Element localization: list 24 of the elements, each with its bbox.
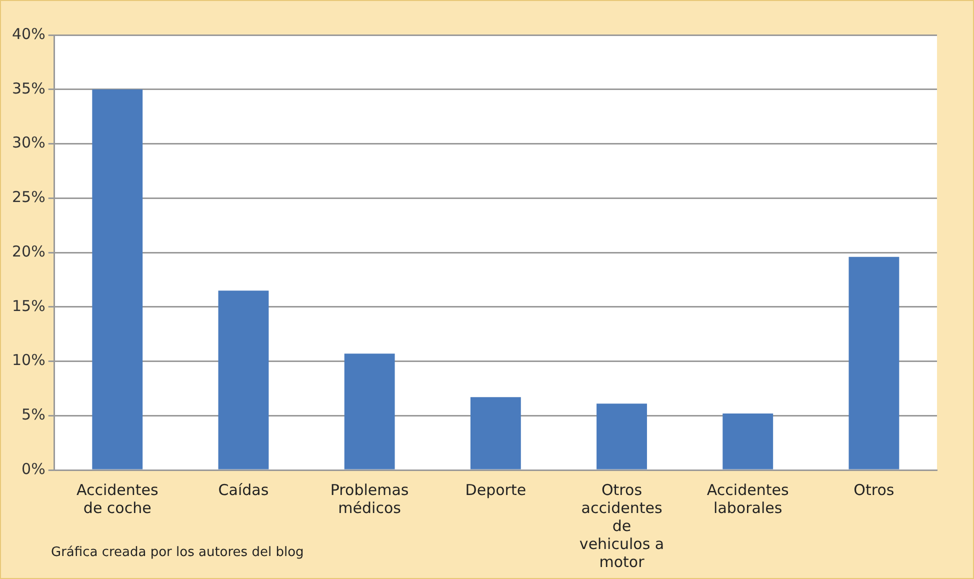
bar xyxy=(218,290,269,470)
y-tick-label: 10% xyxy=(12,351,46,370)
y-tick-label: 40% xyxy=(12,24,46,43)
x-tick-label: Accidentes de coche xyxy=(76,480,158,517)
bar xyxy=(596,404,647,470)
y-tick-label: 20% xyxy=(12,242,46,260)
x-tick-label: Caídas xyxy=(218,480,269,499)
bar xyxy=(848,256,900,470)
y-tick-label: 25% xyxy=(12,188,46,206)
x-tick-label: Otros xyxy=(854,480,894,499)
x-tick-label: Accidentes laborales xyxy=(706,480,789,517)
x-tick-label: Otros accidentes de vehiculos a motor xyxy=(579,480,664,571)
y-tick-label: 30% xyxy=(12,134,46,152)
bar xyxy=(92,89,143,470)
y-tick-label: 0% xyxy=(22,460,46,478)
bar xyxy=(722,413,774,470)
bar xyxy=(470,397,521,470)
y-tick-label: 35% xyxy=(12,79,46,98)
bar xyxy=(344,354,395,470)
y-tick-label: 5% xyxy=(22,406,46,424)
text: Gráfica creada por los autores del blog xyxy=(51,545,304,560)
x-tick-label: Problemas médicos xyxy=(330,480,409,517)
y-tick-label: 15% xyxy=(12,296,46,315)
x-tick-label: Deporte xyxy=(465,480,526,499)
